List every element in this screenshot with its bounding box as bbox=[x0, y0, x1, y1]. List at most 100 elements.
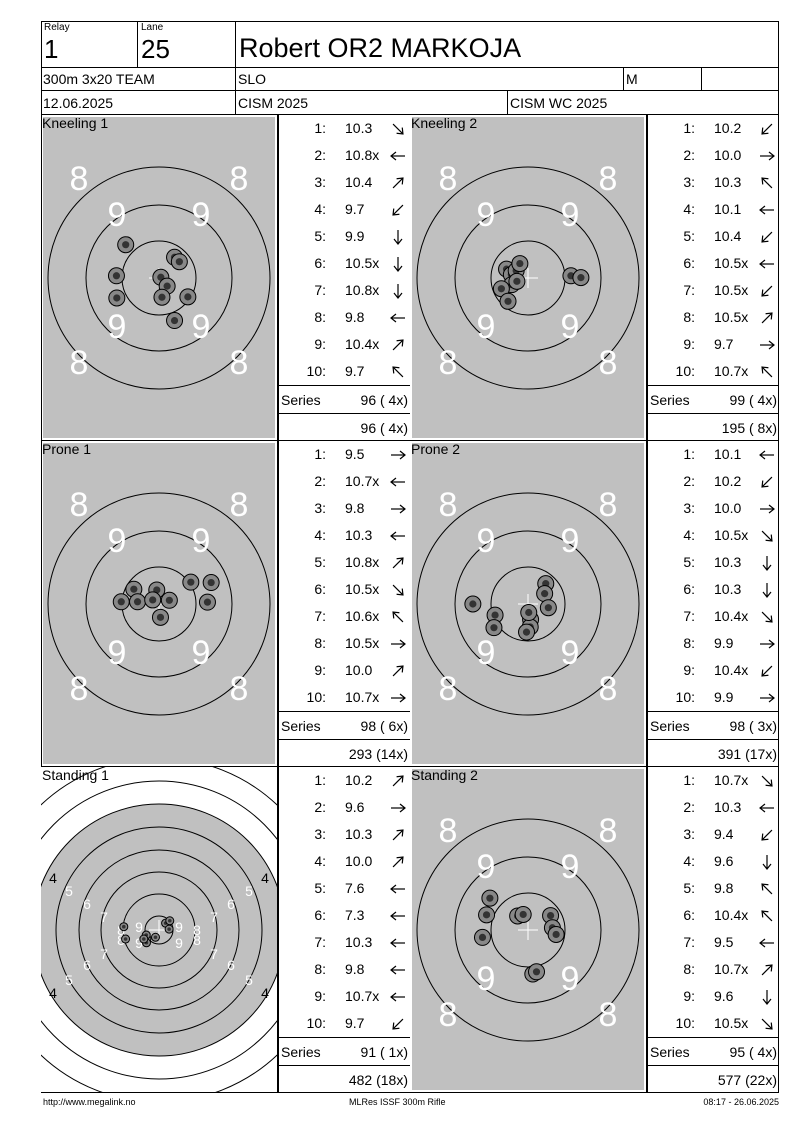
shot-number: 3: bbox=[683, 174, 695, 190]
shot-score: 10.3 bbox=[714, 554, 742, 570]
shot-number: 3: bbox=[314, 174, 326, 190]
direction-arrow-icon bbox=[391, 639, 406, 649]
target-graphic: 8 88 89 99 9 bbox=[412, 769, 644, 1090]
shot-number: 10: bbox=[675, 363, 695, 379]
shot-impact-core bbox=[552, 930, 560, 939]
ring-number-9: 9 bbox=[477, 308, 496, 346]
series-row: Series 99 ( 4x) bbox=[648, 385, 779, 414]
shot-score: 10.4 bbox=[714, 228, 742, 244]
target-panel: 444455556666777788889999Standing 1 bbox=[41, 767, 278, 1093]
ring-9 bbox=[454, 204, 602, 352]
shot-score: 9.8 bbox=[345, 309, 365, 325]
lane-cell: Lane 25 bbox=[138, 21, 236, 68]
shot-row: 6: 7.3 bbox=[279, 902, 410, 929]
shot-score: 9.8 bbox=[345, 500, 365, 516]
ring-number-8: 8 bbox=[230, 344, 249, 382]
shot-impact-core bbox=[156, 613, 165, 621]
shot-impact-core bbox=[546, 911, 555, 920]
shot-number: 7: bbox=[314, 934, 326, 950]
shot-impact-core bbox=[207, 578, 215, 587]
shot-number: 8: bbox=[683, 961, 695, 977]
ring-5 bbox=[55, 826, 263, 1034]
series-row: Series 98 ( 6x) bbox=[279, 711, 410, 740]
shot-impact-core bbox=[165, 596, 173, 604]
footer-url[interactable]: http://www.megalink.no bbox=[43, 1097, 136, 1107]
gender-cell: M bbox=[624, 68, 702, 91]
direction-arrow-icon bbox=[760, 151, 775, 161]
athlete-name-cell: Robert OR2 MARKOJA bbox=[236, 21, 779, 68]
shot-row: 7: 10.4x bbox=[648, 603, 779, 630]
shot-table: 1: 10.2 2: 10.0 3: 10.3 4: 10.1 5: 10.4 6: 10.5x 7: 1… bbox=[647, 115, 779, 441]
shot-number: 2: bbox=[683, 147, 695, 163]
shot-row: 1: 9.5 bbox=[279, 441, 410, 468]
shot-table: 1: 9.5 2: 10.7x 3: 9.8 4: 10.3 5: 10.8x 6: 10.5x 7: 1… bbox=[278, 441, 410, 767]
gender-value: M bbox=[626, 71, 638, 87]
shot-row: 7: 10.6x bbox=[279, 603, 410, 630]
cumulative-total: 195 ( 8x) bbox=[721, 420, 777, 436]
shot-score: 9.6 bbox=[345, 799, 365, 815]
shot-impact-core bbox=[158, 293, 166, 301]
empty-cell bbox=[702, 68, 779, 91]
shot-score: 10.1 bbox=[714, 446, 742, 462]
target-panel: 8 8 8 8 9 9 9 9 Prone 1 bbox=[41, 441, 278, 767]
shot-score: 10.8x bbox=[345, 282, 380, 298]
shot-score: 10.0 bbox=[714, 147, 742, 163]
competition-name: CISM 2025 bbox=[238, 95, 309, 111]
shot-number: 1: bbox=[683, 446, 695, 462]
lane-label: Lane bbox=[141, 22, 164, 33]
shot-row: 9: 10.4x bbox=[279, 331, 410, 358]
shot-number: 7: bbox=[314, 282, 326, 298]
shot-impact-core bbox=[544, 604, 552, 612]
ring-number-5: 5 bbox=[245, 883, 253, 899]
shot-row: 5: 9.8 bbox=[648, 875, 779, 902]
series-total: 96 ( 4x) bbox=[360, 392, 408, 408]
footer-program: MLRes ISSF 300m Rifle bbox=[349, 1097, 446, 1107]
shot-number: 10: bbox=[675, 689, 695, 705]
series-label: Series bbox=[650, 392, 690, 408]
direction-arrow-icon bbox=[392, 665, 404, 677]
cumulative-row: 293 (14x) bbox=[279, 739, 410, 768]
direction-arrow-icon bbox=[761, 530, 773, 542]
shot-row: 8: 10.7x bbox=[648, 956, 779, 983]
shot-score: 10.5x bbox=[345, 255, 380, 271]
event-name: 300m 3x20 TEAM bbox=[43, 71, 155, 87]
direction-arrow-icon bbox=[761, 665, 773, 677]
shot-row: 3: 10.4 bbox=[279, 169, 410, 196]
shot-impact-core bbox=[504, 297, 512, 305]
shot-number: 3: bbox=[683, 500, 695, 516]
ring-number-9: 9 bbox=[477, 522, 496, 560]
shot-number: 10: bbox=[306, 1015, 326, 1031]
shot-score: 10.7x bbox=[714, 772, 749, 788]
ring-7 bbox=[100, 871, 218, 989]
shot-number: 6: bbox=[314, 907, 326, 923]
shot-impact-core bbox=[522, 628, 531, 636]
ring-number-9: 9 bbox=[192, 522, 211, 560]
shot-impact-core bbox=[532, 968, 541, 976]
direction-arrow-icon bbox=[762, 855, 772, 870]
shot-score: 10.3 bbox=[714, 581, 742, 597]
ring-10 bbox=[490, 566, 566, 642]
shot-number: 5: bbox=[314, 228, 326, 244]
shot-row: 5: 10.4 bbox=[648, 223, 779, 250]
shot-number: 9: bbox=[314, 662, 326, 678]
cumulative-total: 482 (18x) bbox=[348, 1072, 408, 1088]
shot-row: 2: 10.3 bbox=[648, 794, 779, 821]
shot-impact-core bbox=[167, 918, 172, 923]
shot-row: 7: 10.3 bbox=[279, 929, 410, 956]
shot-impact-core bbox=[117, 598, 125, 606]
shot-row: 2: 9.6 bbox=[279, 794, 410, 821]
shot-number: 6: bbox=[314, 255, 326, 271]
direction-arrow-icon bbox=[393, 257, 403, 272]
ring-number-8: 8 bbox=[70, 486, 89, 524]
shot-score: 10.5x bbox=[714, 255, 749, 271]
direction-arrow-icon bbox=[759, 450, 774, 460]
date-cell: 12.06.2025 bbox=[41, 91, 236, 115]
shot-number: 7: bbox=[683, 608, 695, 624]
shot-number: 8: bbox=[683, 309, 695, 325]
shot-number: 9: bbox=[683, 662, 695, 678]
shot-score: 10.3 bbox=[345, 934, 373, 950]
shot-number: 4: bbox=[683, 853, 695, 869]
panel-title: Prone 1 bbox=[42, 441, 92, 457]
ring-number-8: 8 bbox=[599, 344, 618, 382]
direction-arrow-icon bbox=[392, 177, 404, 189]
